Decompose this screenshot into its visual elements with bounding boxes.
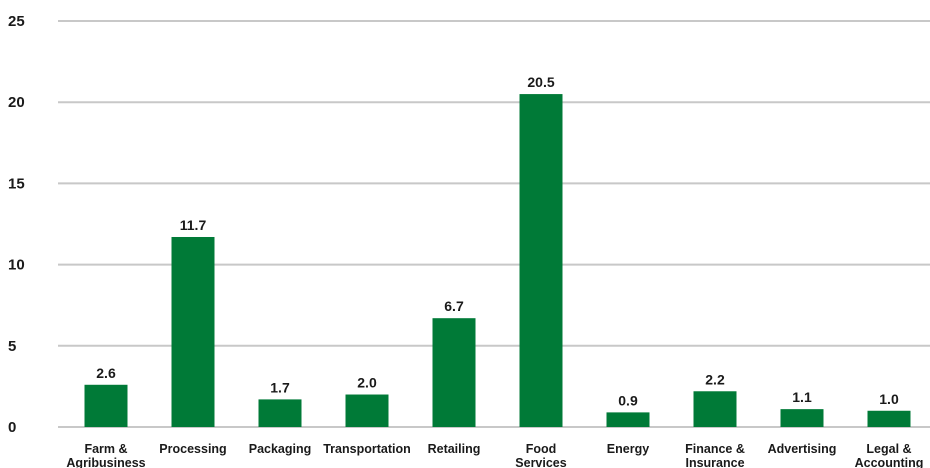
category-label-line: Energy xyxy=(607,442,649,456)
category-label: Legal & Accounting xyxy=(855,442,924,468)
y-tick-label: 0 xyxy=(8,419,16,436)
category-label-line: Insurance xyxy=(685,456,744,468)
bar-value-label: 2.2 xyxy=(705,371,725,387)
bar xyxy=(432,318,476,427)
category-label: Food Services xyxy=(515,442,566,468)
category-label-line: Finance & xyxy=(685,442,745,456)
category-label-line: Packaging xyxy=(249,442,312,456)
value-labels: 2.6 11.7 1.7 2.0 6.7 20.5 0.9 2.2 1.1 1.0 xyxy=(96,74,899,408)
bar xyxy=(606,412,650,427)
bar xyxy=(345,394,389,427)
bar-value-label: 1.1 xyxy=(792,389,812,405)
category-label: Advertising xyxy=(768,442,837,456)
category-label-line: Transportation xyxy=(323,442,411,456)
bar xyxy=(171,236,215,427)
category-labels: Farm & Agribusiness Processing Packaging Tra… xyxy=(66,442,923,468)
category-label: Finance & Insurance xyxy=(685,442,745,468)
category-label-line: Legal & xyxy=(866,442,911,456)
y-tick-label: 10 xyxy=(8,257,25,274)
category-label: Transportation xyxy=(323,442,411,456)
category-label-line: Farm & xyxy=(84,442,127,456)
category-label: Processing xyxy=(159,442,226,456)
category-label-line: Retailing xyxy=(428,442,481,456)
category-label: Energy xyxy=(607,442,649,456)
bar-value-label: 0.9 xyxy=(618,392,638,408)
category-label-line: Services xyxy=(515,456,566,468)
bar-value-label: 6.7 xyxy=(444,298,464,314)
bar xyxy=(519,94,563,427)
bar-value-label: 1.0 xyxy=(879,391,899,407)
bar xyxy=(780,409,824,427)
bar-value-label: 1.7 xyxy=(270,379,290,395)
bars xyxy=(84,94,911,427)
category-label: Packaging xyxy=(249,442,312,456)
bar xyxy=(867,410,911,427)
category-label: Retailing xyxy=(428,442,481,456)
bar-value-label: 2.0 xyxy=(357,375,377,391)
bar-value-label: 20.5 xyxy=(527,74,554,90)
category-label-line: Agribusiness xyxy=(66,456,145,468)
bar xyxy=(258,399,302,427)
bar-value-label: 2.6 xyxy=(96,365,116,381)
category-label-line: Advertising xyxy=(768,442,837,456)
y-axis-ticks: 0 5 10 15 20 25 xyxy=(8,13,25,436)
bar xyxy=(693,391,737,427)
bar xyxy=(84,384,128,427)
bar-value-label: 11.7 xyxy=(180,217,207,233)
category-label-line: Food xyxy=(526,442,557,456)
category-label-line: Accounting xyxy=(855,456,924,468)
category-label-line: Processing xyxy=(159,442,226,456)
category-label: Farm & Agribusiness xyxy=(66,442,145,468)
y-tick-label: 20 xyxy=(8,94,25,111)
y-tick-label: 15 xyxy=(8,175,25,192)
y-tick-label: 25 xyxy=(8,13,25,30)
y-tick-label: 5 xyxy=(8,338,16,355)
